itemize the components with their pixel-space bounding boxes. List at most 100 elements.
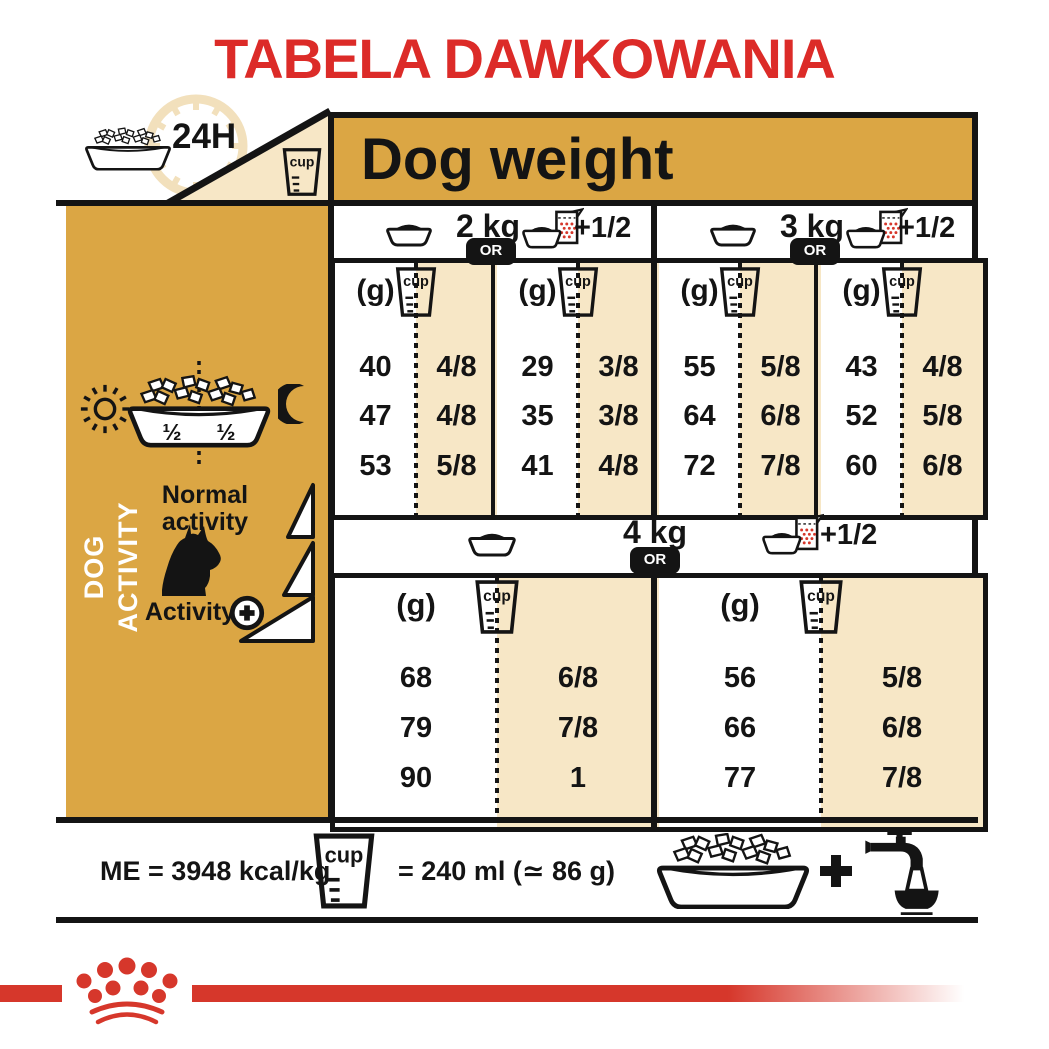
dose-cup-cell: 4/8	[598, 450, 639, 482]
dose-grams-cell: 40	[359, 351, 392, 383]
dose-cup-cell: 4/8	[922, 351, 963, 383]
mixed-bowl-sachet-icon	[762, 513, 824, 555]
grams-unit-label: (g)	[396, 587, 436, 622]
dose-grams-cell: 29	[521, 351, 554, 383]
dose-cup-cell: 7/8	[557, 712, 599, 744]
dose-cup-cell: 4/8	[436, 400, 477, 432]
weight-header-4kg: 4 kg OR +1/2	[330, 510, 978, 574]
brand-band-right	[192, 985, 980, 1002]
subtable-divider	[491, 263, 495, 515]
dose-grams-cell: 47	[359, 400, 392, 432]
dry-bowl-icon	[710, 223, 756, 247]
dotted-divider	[414, 263, 418, 515]
dog-activity-sidebar: DOG ACTIVITY ½ ½ Normal activity Activit…	[66, 206, 328, 817]
weight-header-row: 2 kg OR +1/2 3 kg OR +1/2	[330, 206, 978, 265]
dose-grams-cell: 68	[399, 662, 433, 694]
footer-bottom-border	[56, 917, 978, 923]
dose-subtable-3kg-dry: (g) 55 5/8 64 6/8 72 7/8	[659, 263, 821, 515]
cup-column-bg	[497, 578, 659, 827]
dose-grams-cell: 72	[683, 450, 716, 482]
dotted-divider	[738, 263, 742, 515]
group-divider	[651, 578, 657, 827]
dose-cup-cell: 6/8	[557, 662, 599, 694]
dose-grams-cell: 43	[845, 351, 878, 383]
or-badge: OR	[630, 547, 680, 574]
dose-grams-cell: 41	[521, 450, 554, 482]
dose-table-4kg: (g) 68 6/8 79 7/8 90 1 (g) 56 5/8 66 6/8…	[330, 573, 988, 832]
split-bowl-icon: ½ ½	[126, 361, 272, 465]
measuring-cup-icon	[881, 267, 923, 317]
subtable-divider	[814, 263, 818, 515]
header-top-border	[328, 112, 978, 118]
grams-unit-label: (g)	[680, 274, 719, 307]
measuring-cup-icon	[719, 267, 761, 317]
measuring-cup-icon	[395, 267, 437, 317]
weight-header-3kg: 3 kg OR +1/2	[654, 206, 978, 265]
measuring-cup-icon	[282, 148, 322, 196]
cup-equals-label: = 240 ml (≃ 86 g)	[398, 856, 615, 886]
dose-cup-cell: 6/8	[922, 450, 963, 482]
dose-grams-cell: 55	[683, 351, 716, 383]
grams-unit-label: (g)	[518, 274, 557, 307]
dose-grams-cell: 77	[723, 762, 757, 794]
dose-cup-cell: 3/8	[598, 351, 639, 383]
or-badge: OR	[790, 238, 840, 265]
daily-ration-label: 24H	[172, 117, 237, 156]
dog-silhouette-icon	[154, 518, 228, 598]
dose-cup-cell: 7/8	[760, 450, 801, 482]
dose-cup-cell: 4/8	[436, 351, 477, 383]
dose-subtable-2kg-mixed: (g) 29 3/8 35 3/8 41 4/8	[497, 263, 659, 515]
dose-grams-cell: 79	[399, 712, 433, 744]
group-divider	[651, 263, 657, 515]
cup-column-bg	[821, 578, 983, 827]
dog-weight-title: Dog weight	[361, 127, 674, 192]
dose-grams-cell: 35	[521, 400, 554, 432]
weight-header-2kg: 2 kg OR +1/2	[330, 206, 654, 265]
dose-grams-cell: 56	[723, 662, 757, 694]
dose-cup-cell: 6/8	[881, 712, 923, 744]
dose-cup-cell: 1	[569, 762, 587, 794]
dotted-divider	[900, 263, 904, 515]
dotted-divider	[576, 263, 580, 515]
header-bottom-border	[56, 200, 978, 206]
dose-grams-cell: 64	[683, 400, 716, 432]
plus-icon	[818, 853, 854, 889]
measuring-cup-icon	[799, 580, 843, 634]
dose-grams-cell: 52	[845, 400, 878, 432]
grams-unit-label: (g)	[842, 274, 881, 307]
dose-grams-cell: 60	[845, 450, 878, 482]
royal-canin-crown-logo	[76, 957, 178, 1025]
dose-cup-cell: 6/8	[760, 400, 801, 432]
half-right-label: ½	[216, 419, 235, 445]
sun-icon	[78, 382, 132, 436]
normal-activity-label: Normal activity	[161, 481, 249, 536]
plus-half-label: +1/2	[820, 519, 878, 551]
page-title: TABELA DAWKOWANIA	[214, 27, 836, 90]
dose-grams-cell: 53	[359, 450, 392, 482]
dose-subtable-4kg-dry: (g) 68 6/8 79 7/8 90 1	[335, 578, 659, 827]
water-tap-icon	[858, 827, 946, 915]
dose-subtable-3kg-mixed: (g) 43 4/8 52 5/8 60 6/8	[821, 263, 983, 515]
footer-top-border	[56, 817, 978, 823]
plus-half-label: +1/2	[574, 212, 632, 244]
dose-cup-cell: 5/8	[760, 351, 801, 383]
dose-cup-cell: 5/8	[881, 662, 923, 694]
brand-band-left	[0, 985, 62, 1002]
dry-bowl-icon	[386, 223, 432, 247]
weight-label: 4 kg	[622, 514, 688, 550]
or-badge: OR	[466, 238, 516, 265]
measuring-cup-icon	[557, 267, 599, 317]
measuring-cup-icon	[475, 580, 519, 634]
dose-grams-cell: 66	[723, 712, 757, 744]
dose-subtable-2kg-dry: (g) 40 4/8 47 4/8 53 5/8	[335, 263, 497, 515]
dotted-divider	[495, 578, 499, 827]
half-left-label: ½	[162, 419, 181, 445]
me-kcal-label: ME = 3948 kcal/kg	[100, 856, 331, 886]
grams-unit-label: (g)	[356, 274, 395, 307]
dose-cup-cell: 5/8	[436, 450, 477, 482]
dose-subtable-4kg-mixed: (g) 56 5/8 66 6/8 77 7/8	[659, 578, 983, 827]
kibble-bowl-icon	[652, 833, 814, 909]
plus-circle-icon	[228, 594, 266, 632]
dose-table-2kg-3kg: (g) 40 4/8 47 4/8 53 5/8 (g) 29 3/8 35 3…	[330, 258, 988, 520]
dog-activity-label: DOG ACTIVITY	[79, 501, 143, 633]
